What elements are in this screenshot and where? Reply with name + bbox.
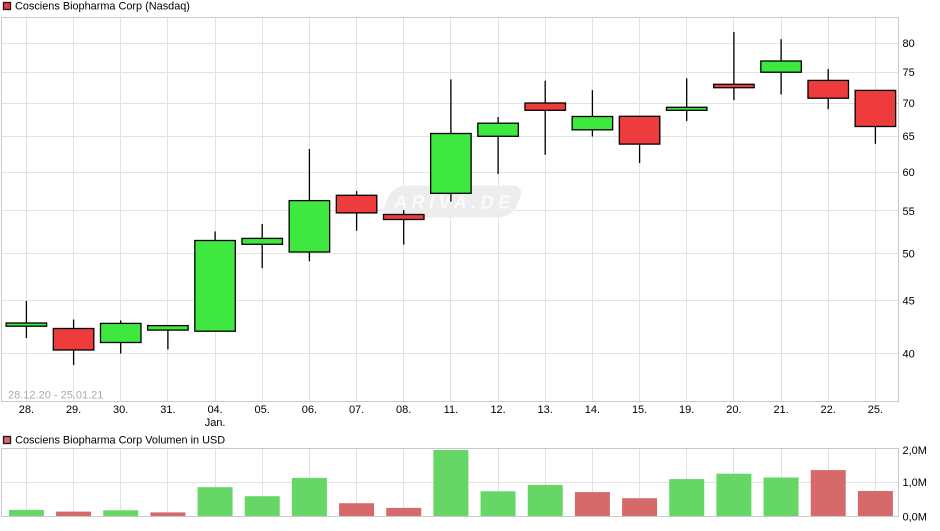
svg-text:04.: 04. [207, 404, 222, 416]
svg-text:55: 55 [903, 206, 915, 218]
svg-text:45: 45 [903, 296, 915, 308]
svg-text:28.12.20 - 25.01.21: 28.12.20 - 25.01.21 [8, 390, 103, 402]
svg-text:Cosciens Biopharma Corp (Nasda: Cosciens Biopharma Corp (Nasdaq) [15, 0, 190, 12]
svg-text:ARIVA.DE: ARIVA.DE [393, 192, 515, 212]
svg-text:Jan.: Jan. [205, 417, 226, 429]
svg-text:14.: 14. [585, 404, 600, 416]
svg-text:13.: 13. [538, 404, 553, 416]
svg-text:40: 40 [903, 349, 915, 361]
svg-text:12.: 12. [490, 404, 505, 416]
svg-text:15.: 15. [632, 404, 647, 416]
svg-text:05.: 05. [255, 404, 270, 416]
svg-text:06.: 06. [302, 404, 317, 416]
svg-text:Cosciens Biopharma Corp Volume: Cosciens Biopharma Corp Volumen in USD [15, 435, 225, 447]
svg-text:75: 75 [903, 67, 915, 79]
svg-text:25.: 25. [868, 404, 883, 416]
svg-text:0,0M: 0,0M [903, 511, 927, 523]
svg-text:50: 50 [903, 249, 915, 261]
svg-text:2,0M: 2,0M [903, 445, 927, 457]
svg-text:07.: 07. [349, 404, 364, 416]
svg-text:30.: 30. [113, 404, 128, 416]
svg-text:28.: 28. [19, 404, 34, 416]
svg-text:80: 80 [903, 38, 915, 50]
svg-text:19.: 19. [679, 404, 694, 416]
svg-text:20.: 20. [726, 404, 741, 416]
svg-text:31.: 31. [160, 404, 175, 416]
svg-text:11.: 11. [444, 404, 458, 416]
svg-text:21.: 21. [773, 404, 788, 416]
svg-text:1,0M: 1,0M [903, 477, 927, 489]
svg-text:22.: 22. [821, 404, 836, 416]
svg-text:65: 65 [903, 131, 915, 143]
svg-text:08.: 08. [396, 404, 411, 416]
svg-text:29.: 29. [66, 404, 81, 416]
svg-text:70: 70 [903, 98, 915, 110]
svg-text:60: 60 [903, 167, 915, 179]
